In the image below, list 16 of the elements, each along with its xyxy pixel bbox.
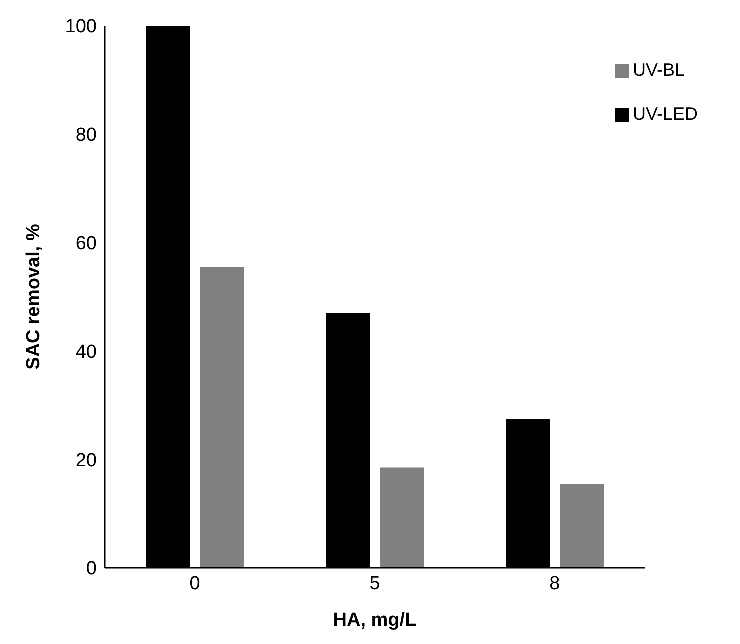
legend-label: UV-BL [632, 60, 685, 80]
x-tick-label: 0 [190, 573, 200, 594]
y-tick-label: 80 [76, 125, 97, 146]
y-tick-label: 0 [86, 558, 97, 580]
y-tick-label: 100 [65, 16, 97, 38]
bar [200, 267, 244, 568]
y-tick-label: 60 [76, 234, 97, 255]
legend-label: UV-LED [632, 104, 698, 124]
y-tick-label: 40 [76, 342, 97, 363]
bar [380, 468, 424, 568]
x-axis-title: HA, mg/L [333, 610, 418, 631]
x-tick-label: 8 [550, 573, 560, 594]
bar [560, 484, 604, 568]
x-tick-label: 5 [370, 573, 380, 594]
y-axis-title: SAC removal, % [24, 224, 45, 370]
y-tick-label: 20 [76, 450, 97, 472]
